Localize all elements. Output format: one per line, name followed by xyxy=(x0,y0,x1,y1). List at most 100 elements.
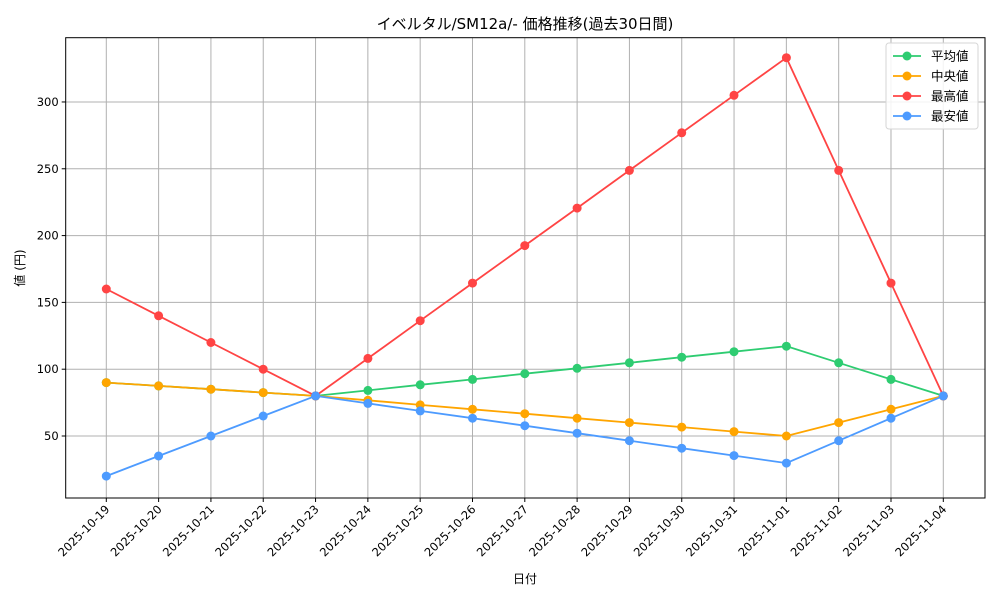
legend-marker-icon xyxy=(902,91,912,101)
legend-item: 平均値 xyxy=(893,49,969,64)
series-lines xyxy=(101,53,948,481)
grid-lines xyxy=(65,37,985,498)
data-point-marker xyxy=(677,422,687,432)
data-point-marker xyxy=(363,398,373,408)
legend-label: 最高値 xyxy=(931,89,969,104)
x-tick-label: 2025-10-25 xyxy=(369,502,426,559)
data-point-marker xyxy=(258,411,268,421)
legend-marker-icon xyxy=(902,51,912,61)
data-point-marker xyxy=(206,431,216,441)
legend-item: 最安値 xyxy=(893,109,969,124)
legend-label: 最安値 xyxy=(931,109,969,124)
data-point-marker xyxy=(101,284,111,294)
x-tick-label: 2025-10-22 xyxy=(212,502,269,559)
data-point-marker xyxy=(520,409,530,419)
data-point-marker xyxy=(938,391,948,401)
data-point-marker xyxy=(677,443,687,453)
data-point-marker xyxy=(624,358,634,368)
x-tick-label: 2025-10-29 xyxy=(578,502,635,559)
data-point-marker xyxy=(415,380,425,390)
x-tick-label: 2025-10-27 xyxy=(474,502,531,559)
data-point-marker xyxy=(624,436,634,446)
legend-marker-icon xyxy=(902,71,912,81)
data-point-marker xyxy=(468,374,477,384)
x-tick-label: 2025-11-03 xyxy=(840,502,897,559)
data-point-marker xyxy=(781,341,791,351)
legend-box xyxy=(885,42,979,130)
x-tick-label: 2025-11-02 xyxy=(788,502,845,559)
data-point-marker xyxy=(834,418,844,428)
data-point-marker xyxy=(415,406,425,416)
x-tick-label: 2025-10-21 xyxy=(160,502,217,559)
data-point-marker xyxy=(258,388,268,398)
data-point-marker xyxy=(624,418,634,428)
data-point-marker xyxy=(781,431,791,441)
y-tick-label: 100 xyxy=(37,362,59,376)
data-point-marker xyxy=(572,363,582,373)
data-point-marker xyxy=(154,451,164,461)
x-tick-label: 2025-10-26 xyxy=(421,502,478,559)
data-point-marker xyxy=(520,241,530,251)
data-point-marker xyxy=(101,378,111,388)
data-point-marker xyxy=(206,384,216,394)
data-point-marker xyxy=(729,451,739,461)
data-point-marker xyxy=(206,338,216,347)
legend-item: 最高値 xyxy=(893,89,969,104)
data-point-marker xyxy=(677,128,687,138)
data-point-marker xyxy=(886,404,896,414)
data-point-marker xyxy=(415,316,425,326)
data-point-marker xyxy=(572,428,582,438)
data-point-marker xyxy=(520,421,530,431)
data-point-marker xyxy=(677,352,687,362)
y-tick-label: 300 xyxy=(37,95,59,109)
data-point-marker xyxy=(468,404,477,414)
data-point-marker xyxy=(363,385,373,395)
x-tick-label: 2025-10-30 xyxy=(631,502,688,559)
x-tick-label: 2025-11-04 xyxy=(892,502,949,559)
data-point-marker xyxy=(729,427,739,437)
data-point-marker xyxy=(886,278,896,288)
y-tick-label: 200 xyxy=(37,229,59,243)
series-line xyxy=(101,391,948,481)
data-point-marker xyxy=(729,347,739,357)
data-point-marker xyxy=(834,436,844,446)
legend-label: 平均値 xyxy=(931,49,969,64)
data-point-marker xyxy=(154,381,164,391)
x-tick-label: 2025-10-23 xyxy=(265,502,322,559)
x-axis-label: 日付 xyxy=(513,572,537,586)
data-point-marker xyxy=(154,311,164,321)
plot-frame xyxy=(65,37,986,499)
data-point-marker xyxy=(363,353,373,363)
y-axis-ticks: 50 100 150 200 250 300 xyxy=(37,95,66,443)
data-point-marker xyxy=(468,278,477,288)
data-point-marker xyxy=(781,53,791,63)
data-point-marker xyxy=(834,358,844,368)
legend-item: 中央値 xyxy=(893,69,969,84)
x-tick-label: 2025-10-20 xyxy=(108,502,165,559)
legend-marker-icon xyxy=(902,111,912,121)
y-tick-label: 150 xyxy=(37,295,59,309)
data-point-marker xyxy=(886,374,896,384)
data-point-marker xyxy=(101,471,111,481)
x-tick-label: 2025-10-31 xyxy=(683,502,740,559)
legend-label: 中央値 xyxy=(931,69,969,84)
y-tick-label: 50 xyxy=(44,429,59,443)
x-tick-label: 2025-10-28 xyxy=(526,502,583,559)
data-point-marker xyxy=(729,90,739,100)
data-point-marker xyxy=(520,369,530,379)
data-point-marker xyxy=(886,413,896,423)
chart-title: イベルタル/SM12a/- 価格推移(過去30日間) xyxy=(377,15,674,33)
data-point-marker xyxy=(572,413,582,423)
data-point-marker xyxy=(311,391,321,401)
data-point-marker xyxy=(468,413,477,423)
data-point-marker xyxy=(781,458,791,468)
y-axis-label: 値 (円) xyxy=(12,249,27,286)
x-tick-label: 2025-10-19 xyxy=(55,502,112,559)
x-axis-ticks: 2025-10-192025-10-202025-10-212025-10-22… xyxy=(55,498,949,559)
x-tick-label: 2025-11-01 xyxy=(735,502,792,559)
x-tick-label: 2025-10-24 xyxy=(317,502,374,559)
data-point-marker xyxy=(834,165,844,175)
data-point-marker xyxy=(624,165,634,175)
